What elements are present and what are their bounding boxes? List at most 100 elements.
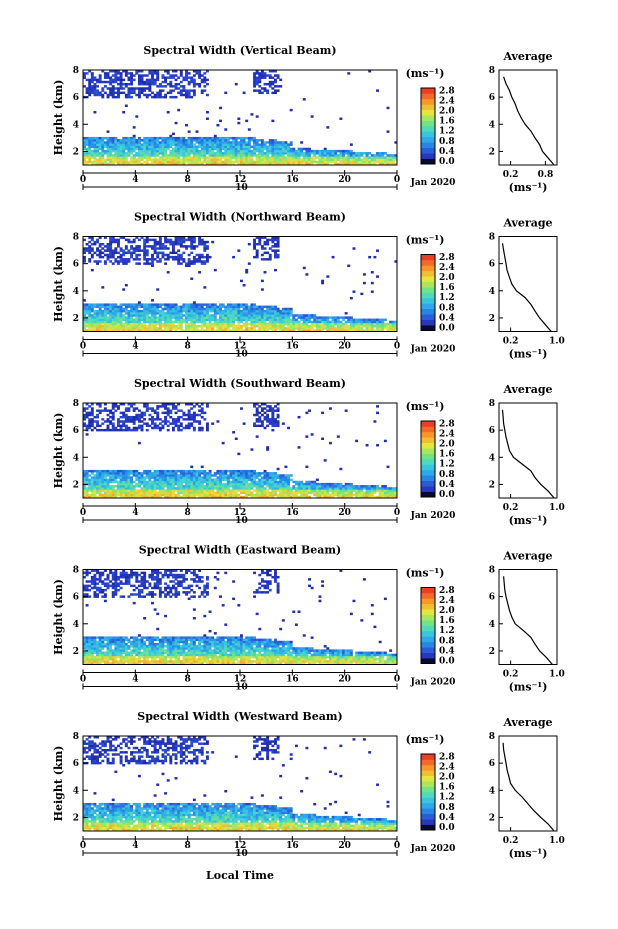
heatmap-cell [166, 403, 170, 406]
heatmap-cell [245, 491, 249, 494]
heatmap-cell [268, 70, 272, 73]
heatmap-cell [130, 405, 134, 408]
heatmap-cell [200, 74, 204, 77]
heatmap-cell [336, 489, 340, 492]
heatmap-cell [127, 305, 131, 309]
heatmap-cell [260, 149, 264, 153]
heatmap-cell [205, 480, 209, 484]
heatmap-cell [274, 420, 277, 423]
heatmap-cell [130, 491, 134, 494]
heatmap-cell [224, 154, 228, 157]
heatmap-cell [151, 422, 154, 425]
heatmap-cell [250, 149, 254, 153]
heatmap-cell [200, 329, 204, 332]
heatmap-cell [177, 476, 181, 479]
heatmap-cell [344, 162, 348, 166]
heatmap-cell [109, 329, 113, 332]
heatmap-cell [313, 156, 317, 159]
heatmap-cell [274, 152, 277, 155]
heatmap-cell [140, 322, 144, 326]
heatmap-cell [328, 495, 332, 499]
heatmap-cell [90, 413, 94, 417]
heatmap-cell [166, 491, 170, 494]
heatmap-cell [177, 305, 181, 309]
heatmap-cell [237, 476, 241, 479]
heatmap-cell [169, 409, 173, 412]
heatmap-cell [263, 474, 267, 477]
heatmap-cell [326, 491, 330, 494]
heatmap-cell [334, 322, 338, 326]
heatmap-cell [130, 245, 134, 248]
heatmap-cell [103, 136, 107, 140]
heatmap-cell [153, 418, 157, 421]
heatmap-cell [148, 156, 152, 159]
heatmap-cell [114, 489, 118, 492]
heatmap-cell [203, 158, 207, 161]
heatmap-cell [156, 70, 160, 73]
heatmap-cell [88, 318, 92, 322]
heatmap-cell [221, 478, 225, 482]
heatmap-cell [137, 249, 141, 252]
heatmap-cell [106, 327, 110, 330]
heatmap-cell [219, 314, 222, 317]
heatmap-cell [151, 70, 154, 73]
heatmap-cell [85, 143, 89, 146]
heatmap-cell [192, 236, 196, 239]
heatmap-cell [268, 247, 272, 250]
heatmap-cell [109, 472, 113, 475]
heatmap-cell [198, 482, 202, 486]
heatmap-cell [96, 403, 99, 406]
heatmap-cell [122, 160, 126, 164]
heatmap-cell [376, 325, 379, 328]
heatmap-cell [200, 314, 204, 317]
heatmap-cell [208, 478, 212, 482]
heatmap-cell [119, 493, 123, 497]
heatmap-cell [177, 139, 181, 142]
heatmap-cell [93, 76, 97, 79]
heatmap-cell [205, 428, 209, 432]
heatmap-cell [192, 93, 196, 97]
heatmap-cell [344, 149, 348, 153]
heatmap-cell [226, 493, 230, 497]
heatmap-cell [119, 491, 123, 494]
heatmap-cell [190, 242, 194, 246]
heatmap-cell [279, 312, 283, 315]
heatmap-cell [266, 448, 270, 451]
heatmap-cell [187, 426, 191, 430]
heatmap-cell [287, 491, 291, 494]
heatmap-cell [203, 312, 207, 315]
heatmap-cell [213, 485, 217, 488]
heatmap-cell [182, 160, 186, 164]
heatmap-cell [177, 309, 181, 313]
heatmap-cell [137, 316, 141, 319]
heatmap-cell [205, 162, 209, 166]
heatmap-cell [224, 314, 228, 317]
heatmap-cell [96, 139, 99, 142]
heatmap-cell [326, 325, 330, 328]
heatmap-cell [143, 152, 147, 155]
heatmap-cell [221, 485, 225, 488]
heatmap-cell [349, 158, 353, 161]
heatmap-cell [124, 409, 128, 412]
heatmap-cell [200, 152, 204, 155]
heatmap-cell [190, 141, 194, 144]
heatmap-cell [326, 327, 330, 330]
heatmap-cell [213, 482, 217, 486]
heatmap-cell [250, 305, 254, 309]
heatmap-cell [119, 253, 123, 257]
heatmap-cell [137, 158, 141, 161]
heatmap-cell [266, 316, 270, 319]
heatmap-cell [156, 329, 160, 332]
heatmap-cell [158, 329, 162, 332]
panel-title: Spectral Width (Vertical Beam) [143, 44, 336, 57]
heatmap-cell [83, 145, 86, 149]
heatmap-cell [93, 482, 97, 486]
heatmap-cell [109, 242, 113, 246]
heatmap-cell [198, 485, 202, 488]
heatmap-cell [326, 158, 330, 161]
heatmap-cell [245, 152, 249, 155]
heatmap-cell [318, 158, 322, 161]
heatmap-cell [117, 147, 120, 151]
heatmap-cell [145, 480, 149, 484]
heatmap-cell [122, 307, 126, 311]
